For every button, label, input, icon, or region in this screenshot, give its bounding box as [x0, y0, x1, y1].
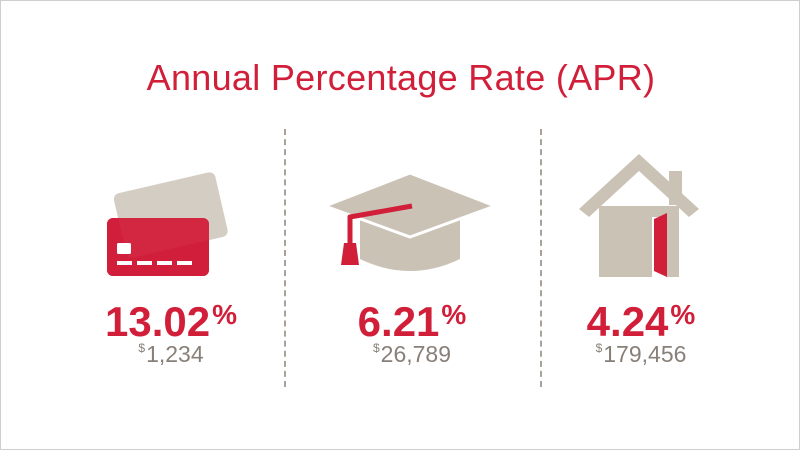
percent-sign: % — [441, 299, 467, 330]
page-title: Annual Percentage Rate (APR) — [146, 57, 656, 98]
apr-rate-value: 4.24 — [586, 298, 669, 345]
credit-card-icon-wrap — [51, 151, 291, 286]
balance-amount-value: 1,234 — [146, 341, 204, 367]
graduation-cap-icon — [320, 171, 500, 271]
balance-amount-value: 26,789 — [380, 341, 452, 367]
credit-card-icon — [107, 172, 228, 276]
apr-rate-value: 6.21 — [357, 298, 440, 345]
house-icon-wrap — [521, 151, 761, 286]
apr-item-mortgage: 4.24% $179,456 — [521, 151, 761, 391]
currency-symbol: $ — [595, 341, 603, 355]
apr-rate: 6.21% — [292, 291, 532, 346]
graduation-cap-icon-wrap — [292, 151, 532, 286]
apr-item-student-loan: 6.21% $26,789 — [292, 151, 532, 391]
balance-amount: $26,789 — [292, 341, 532, 368]
house-icon — [579, 154, 699, 277]
balance-amount: $1,234 — [51, 341, 291, 368]
currency-symbol: $ — [372, 341, 380, 355]
apr-rate: 13.02% — [51, 291, 291, 346]
apr-item-credit-card: 13.02% $1,234 — [51, 151, 291, 391]
percent-sign: % — [212, 299, 237, 330]
dashed-divider-right — [540, 129, 542, 387]
dashed-divider-left — [284, 129, 286, 387]
currency-symbol: $ — [138, 341, 146, 355]
apr-rate-value: 13.02 — [104, 298, 211, 345]
balance-amount: $179,456 — [521, 341, 761, 368]
percent-sign: % — [670, 299, 696, 330]
balance-amount-value: 179,456 — [603, 341, 687, 367]
apr-rate: 4.24% — [521, 291, 761, 346]
